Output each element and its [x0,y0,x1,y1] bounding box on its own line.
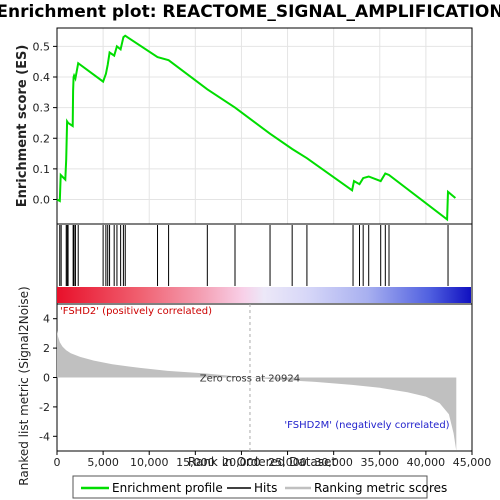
enrichment-score-panel: 0.0 0.1 0.2 0.3 0.4 0.5 Enrichment score (ES) [15,27,473,225]
es-y-tick-label: 0.5 [33,40,51,53]
x-tick-label: 15,000 [176,456,215,469]
es-y-tick-label: 0.1 [33,163,51,176]
x-tick-label: 5,000 [87,456,119,469]
ranked-metric-panel: -4 -2 0 2 4 Zero cross at 20924 'FSHD2' (pos… [17,286,473,486]
metric-y-tick-label: 0 [43,372,50,385]
x-axis-label: Rank in Ordered Dataset [188,455,336,469]
chart-title: Enrichment plot: REACTOME_SIGNAL_AMPLIFI… [0,2,500,22]
metric-y-tick-label: 4 [43,313,50,326]
x-tick-label: 10,000 [130,456,169,469]
metric-y-tick-label: -2 [39,401,50,414]
legend-label-enrichment-profile: Enrichment profile [112,481,223,495]
ranked-list-heatmap-bar [57,287,471,303]
zero-cross-label: Zero cross at 20924 [200,374,300,385]
es-y-tick-label: 0.2 [33,132,51,145]
legend: Enrichment profile Hits Ranking metric s… [72,475,447,499]
negative-correlation-label: 'FSHD2M' (negatively correlated) [284,420,449,431]
legend-label-ranking-metric: Ranking metric scores [314,481,447,495]
x-tick-label: 45,000 [453,456,492,469]
es-y-axis-label: Enrichment score (ES) [15,45,30,208]
metric-y-axis-label: Ranked list metric (Signal2Noise) [17,286,31,485]
x-tick-label: 40,000 [407,456,446,469]
x-tick-label: 0 [54,456,61,469]
es-y-tick-label: 0.0 [33,194,51,207]
metric-y-tick-label: 2 [43,342,50,355]
metric-y-tick-label: -4 [39,430,50,443]
positive-correlation-label: 'FSHD2' (positively correlated) [60,306,212,317]
es-y-tick-label: 0.4 [33,71,51,84]
x-tick-label: 30,000 [314,456,353,469]
x-axis: 0 5,000 10,000 15,000 20,000 25,000 30,000 35,0… [54,451,492,469]
x-tick-label: 35,000 [361,456,400,469]
x-tick-label: 20,000 [222,456,261,469]
x-tick-label: 25,000 [268,456,307,469]
enrichment-profile-line [56,34,457,222]
legend-label-hits: Hits [254,481,277,495]
es-y-tick-label: 0.3 [33,102,51,115]
legend-box [72,475,428,499]
hits-panel [56,223,473,305]
